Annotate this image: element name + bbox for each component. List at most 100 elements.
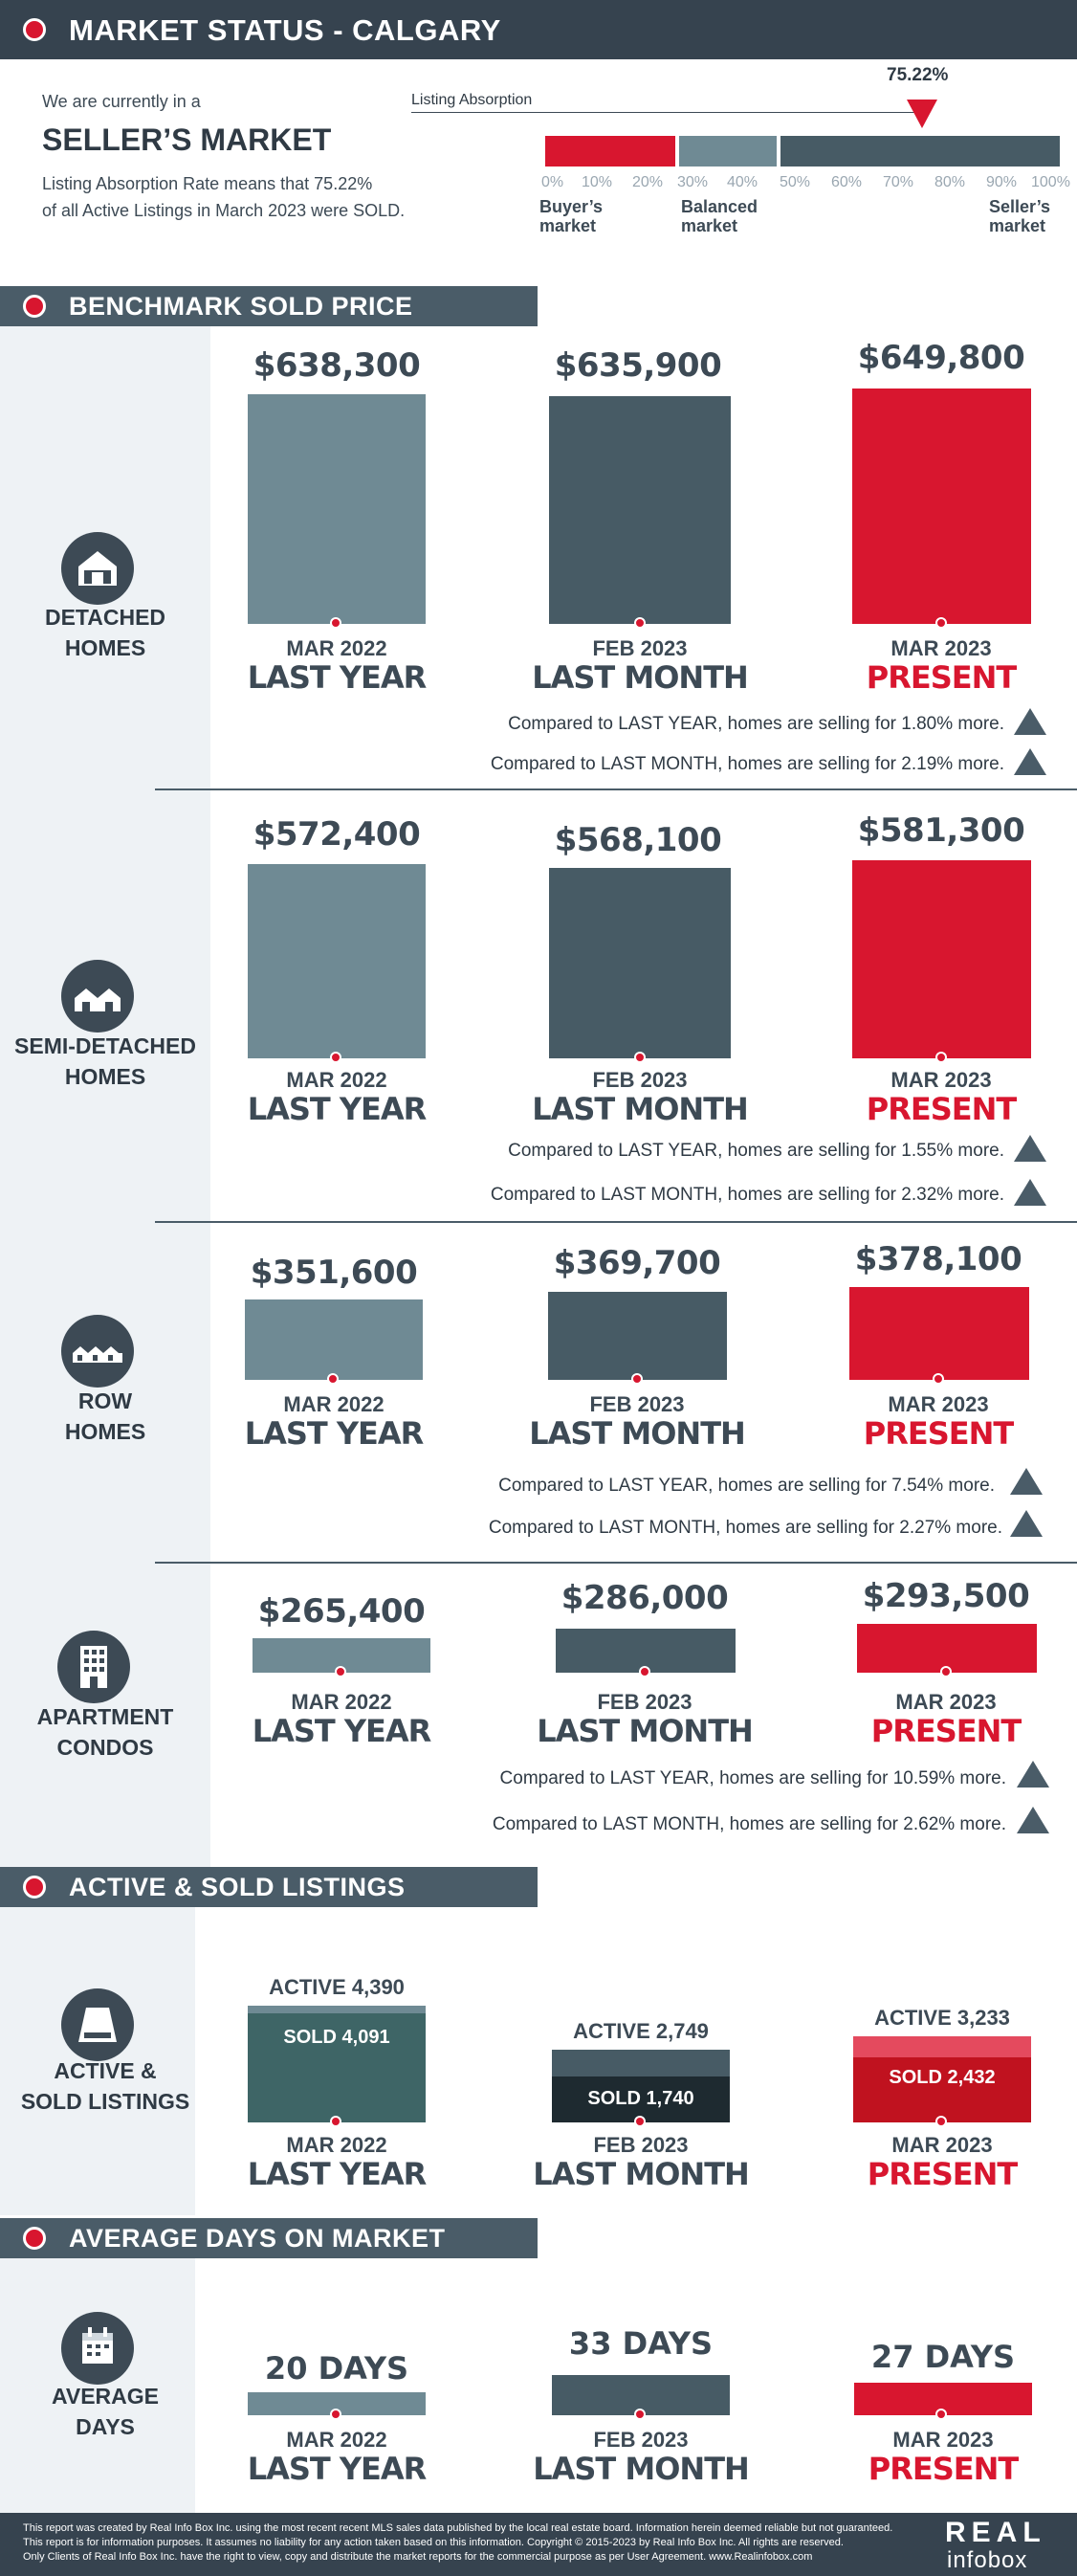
scale-tick: 40%	[727, 174, 758, 190]
listings-lm-month: FEB 2023	[593, 2133, 689, 2157]
detached-ly-dot-icon	[330, 617, 341, 629]
scale-tick: 10%	[582, 174, 613, 190]
apt-pr-dot-icon	[940, 1666, 952, 1677]
apt-ly-label: LAST YEAR	[252, 1713, 432, 1749]
days-pr-label: PRESENT	[868, 2451, 1019, 2487]
row-houses-icon	[61, 1315, 134, 1388]
scale-tick: 80%	[934, 174, 966, 190]
section-divider	[155, 1221, 1077, 1223]
increase-arrow-icon	[1010, 1468, 1043, 1495]
listings-icon	[61, 1988, 134, 2061]
row-pr-dot-icon	[933, 1373, 944, 1385]
footer-disclaimer-3: Only Clients of Real Info Box Inc. have …	[23, 2551, 813, 2563]
days-pr-dot-icon	[935, 2409, 947, 2420]
apt-lm-month: FEB 2023	[597, 1690, 692, 1714]
apartment-condos-label: APARTMENT CONDOS	[36, 1704, 174, 1760]
absorption-marker-icon	[907, 100, 937, 128]
semi-pr-month: MAR 2023	[890, 1068, 992, 1092]
scale-tick: 70%	[883, 174, 914, 190]
footer: This report was created by Real Info Box…	[0, 2513, 1077, 2576]
detached-pr-dot-icon	[935, 617, 947, 629]
row-pr-month: MAR 2023	[888, 1392, 989, 1416]
scale-tick: 30%	[677, 174, 709, 190]
market-desc-2: of all Active Listings in March 2023 wer…	[42, 201, 406, 220]
increase-arrow-icon	[1010, 1510, 1043, 1537]
detached-lm-dot-icon	[634, 617, 646, 629]
semi-pr-dot-icon	[935, 1052, 947, 1063]
semi-detached-house-icon	[61, 960, 134, 1033]
semi-compare-lm: Compared to LAST MONTH, homes are sellin…	[490, 1185, 1004, 1205]
apt-pr-bar	[857, 1624, 1037, 1673]
apt-ly-dot-icon	[335, 1666, 346, 1677]
detached-lm-price: $635,900	[554, 346, 722, 385]
increase-arrow-icon	[1014, 748, 1046, 775]
absorption-line	[411, 112, 918, 113]
semi-pr-label: PRESENT	[866, 1091, 1017, 1127]
semi-ly-dot-icon	[330, 1052, 341, 1063]
listings-pr-label: PRESENT	[867, 2156, 1018, 2192]
detached-ly-price: $638,300	[253, 346, 421, 385]
apt-lm-label: LAST MONTH	[537, 1713, 754, 1749]
footer-disclaimer-1: This report was created by Real Info Box…	[23, 2522, 893, 2534]
listings-pr-active: ACTIVE 3,233	[874, 2006, 1010, 2030]
days-ly-label: LAST YEAR	[247, 2451, 428, 2487]
semi-pr-bar	[852, 860, 1031, 1058]
increase-arrow-icon	[1017, 1807, 1049, 1833]
detached-pr-label: PRESENT	[866, 659, 1017, 696]
scale-balanced-segment	[679, 136, 777, 167]
days-pr-value: 27 DAYS	[870, 2339, 1016, 2375]
days-lm-value: 33 DAYS	[568, 2325, 714, 2362]
apt-pr-label: PRESENT	[870, 1713, 1022, 1749]
apt-pr-price: $293,500	[862, 1577, 1030, 1615]
scale-tick: 20%	[632, 174, 664, 190]
market-status: SELLER’S MARKET	[42, 122, 332, 157]
increase-arrow-icon	[1017, 1761, 1049, 1788]
listings-lm-dot-icon	[634, 2116, 646, 2127]
detached-lm-label: LAST MONTH	[532, 659, 749, 696]
row-homes-label: ROW HOMES	[64, 1388, 146, 1444]
listings-lm-active: ACTIVE 2,749	[573, 2019, 709, 2043]
logo-real: REAL	[945, 2517, 1046, 2548]
apt-lm-price: $286,000	[560, 1579, 729, 1617]
days-ly-month: MAR 2022	[286, 2428, 387, 2452]
active-sold-listings-label: ACTIVE & SOLD LISTINGS	[20, 2058, 190, 2114]
calendar-icon	[61, 2312, 134, 2385]
days-lm-label: LAST MONTH	[533, 2451, 750, 2487]
apt-compare-ly: Compared to LAST YEAR, homes are selling…	[499, 1768, 1006, 1788]
seller-market-label: Seller’s market	[989, 197, 1051, 235]
semi-lm-price: $568,100	[554, 821, 722, 859]
listings-pr-dot-icon	[935, 2116, 947, 2127]
listings-lm-sold-bar	[552, 2076, 730, 2122]
listings-ly-active: ACTIVE 4,390	[269, 1975, 405, 1999]
days-ly-dot-icon	[330, 2409, 341, 2420]
row-lm-label: LAST MONTH	[529, 1415, 746, 1452]
page-title: MARKET STATUS - CALGARY	[69, 13, 501, 47]
apt-pr-month: MAR 2023	[895, 1690, 997, 1714]
footer-disclaimer-2: This report is for information purposes.…	[23, 2537, 844, 2548]
apt-ly-price: $265,400	[257, 1592, 426, 1631]
row-ly-month: MAR 2022	[283, 1392, 385, 1416]
apt-lm-bar	[556, 1629, 736, 1673]
section-header-benchmark: BENCHMARK SOLD PRICE	[0, 286, 538, 326]
scale-tick: 60%	[831, 174, 863, 190]
semi-lm-month: FEB 2023	[592, 1068, 688, 1092]
detached-pr-bar	[852, 389, 1031, 624]
section-divider	[155, 788, 1077, 790]
scale-tick: 90%	[986, 174, 1018, 190]
absorption-label: Listing Absorption	[411, 92, 533, 108]
row-lm-month: FEB 2023	[589, 1392, 685, 1416]
scale-tick: 100%	[1031, 174, 1070, 190]
row-ly-price: $351,600	[250, 1254, 418, 1292]
row-compare-ly: Compared to LAST YEAR, homes are selling…	[498, 1476, 995, 1496]
listings-pr-sold-bar	[853, 2057, 1031, 2122]
listings-lm-sold: SOLD 1,740	[587, 2088, 694, 2109]
detached-pr-month: MAR 2023	[890, 636, 992, 660]
section-header-days: AVERAGE DAYS ON MARKET	[0, 2218, 538, 2258]
balanced-market-label: Balanced market	[681, 197, 758, 235]
semi-ly-bar	[248, 864, 426, 1058]
listings-ly-label: LAST YEAR	[247, 2156, 428, 2192]
semi-lm-label: LAST MONTH	[532, 1091, 749, 1127]
days-lm-month: FEB 2023	[593, 2428, 689, 2452]
detached-lm-month: FEB 2023	[592, 636, 688, 660]
semi-pr-price: $581,300	[857, 811, 1025, 850]
